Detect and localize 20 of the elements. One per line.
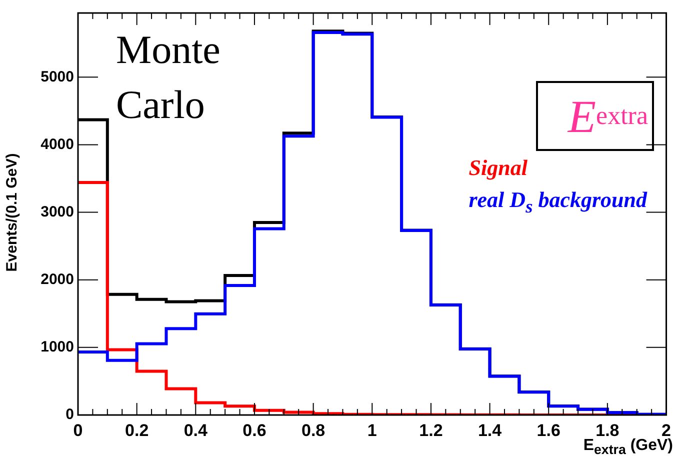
x-tick-label: 0.2 bbox=[125, 420, 149, 440]
x-tick-label: 0.4 bbox=[184, 420, 208, 440]
x-tick-label: 0.6 bbox=[242, 420, 266, 440]
series-label: real D$_{s}$ background bbox=[468, 186, 647, 218]
y-tick-label: 1000 bbox=[40, 338, 74, 356]
x-axis-title: E$_{extra}$ (GeV) bbox=[583, 437, 673, 458]
x-tick-label: 1.8 bbox=[596, 420, 620, 440]
x-tick-label: 1 bbox=[367, 420, 377, 440]
y-tick-label: 5000 bbox=[40, 68, 74, 86]
x-tick-label: 1.6 bbox=[536, 420, 560, 440]
y-axis-title: Events/(0.1 GeV) bbox=[4, 153, 21, 272]
y-tick-label: 0 bbox=[66, 406, 74, 424]
x-tick-label: 1.2 bbox=[419, 420, 443, 440]
y-tick-label: 2000 bbox=[40, 271, 74, 288]
x-tick-label: 0.8 bbox=[301, 420, 326, 440]
y-tick-label: 4000 bbox=[40, 136, 74, 153]
y-tick-label: 3000 bbox=[40, 203, 74, 220]
text: Signal bbox=[468, 154, 528, 182]
annotation: Monte Carlo bbox=[116, 26, 222, 129]
x-tick-label: 1.4 bbox=[478, 420, 502, 440]
